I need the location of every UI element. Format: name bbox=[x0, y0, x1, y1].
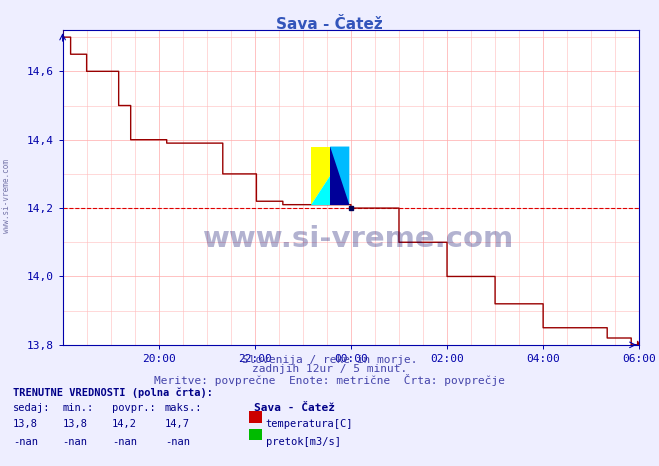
Polygon shape bbox=[330, 146, 349, 205]
Text: 14,7: 14,7 bbox=[165, 419, 190, 429]
Text: TRENUTNE VREDNOSTI (polna črta):: TRENUTNE VREDNOSTI (polna črta): bbox=[13, 388, 213, 398]
Text: sedaj:: sedaj: bbox=[13, 403, 51, 413]
Text: -nan: -nan bbox=[13, 437, 38, 446]
Text: min.:: min.: bbox=[63, 403, 94, 413]
Text: Slovenija / reke in morje.: Slovenija / reke in morje. bbox=[242, 355, 417, 365]
Text: temperatura[C]: temperatura[C] bbox=[266, 419, 353, 429]
Text: 13,8: 13,8 bbox=[13, 419, 38, 429]
Text: www.si-vreme.com: www.si-vreme.com bbox=[2, 159, 11, 233]
Polygon shape bbox=[311, 146, 349, 205]
Text: Sava - Čatež: Sava - Čatež bbox=[254, 403, 335, 413]
Text: Sava - Čatež: Sava - Čatež bbox=[276, 17, 383, 32]
Text: maks.:: maks.: bbox=[165, 403, 202, 413]
Polygon shape bbox=[311, 146, 349, 205]
Polygon shape bbox=[330, 146, 349, 205]
Text: -nan: -nan bbox=[112, 437, 137, 446]
Text: Meritve: povprečne  Enote: metrične  Črta: povprečje: Meritve: povprečne Enote: metrične Črta:… bbox=[154, 374, 505, 386]
Text: www.si-vreme.com: www.si-vreme.com bbox=[203, 225, 515, 253]
Text: -nan: -nan bbox=[165, 437, 190, 446]
Text: -nan: -nan bbox=[63, 437, 88, 446]
Text: 14,2: 14,2 bbox=[112, 419, 137, 429]
Text: zadnjih 12ur / 5 minut.: zadnjih 12ur / 5 minut. bbox=[252, 364, 407, 374]
Text: 13,8: 13,8 bbox=[63, 419, 88, 429]
Text: pretok[m3/s]: pretok[m3/s] bbox=[266, 437, 341, 446]
Text: povpr.:: povpr.: bbox=[112, 403, 156, 413]
